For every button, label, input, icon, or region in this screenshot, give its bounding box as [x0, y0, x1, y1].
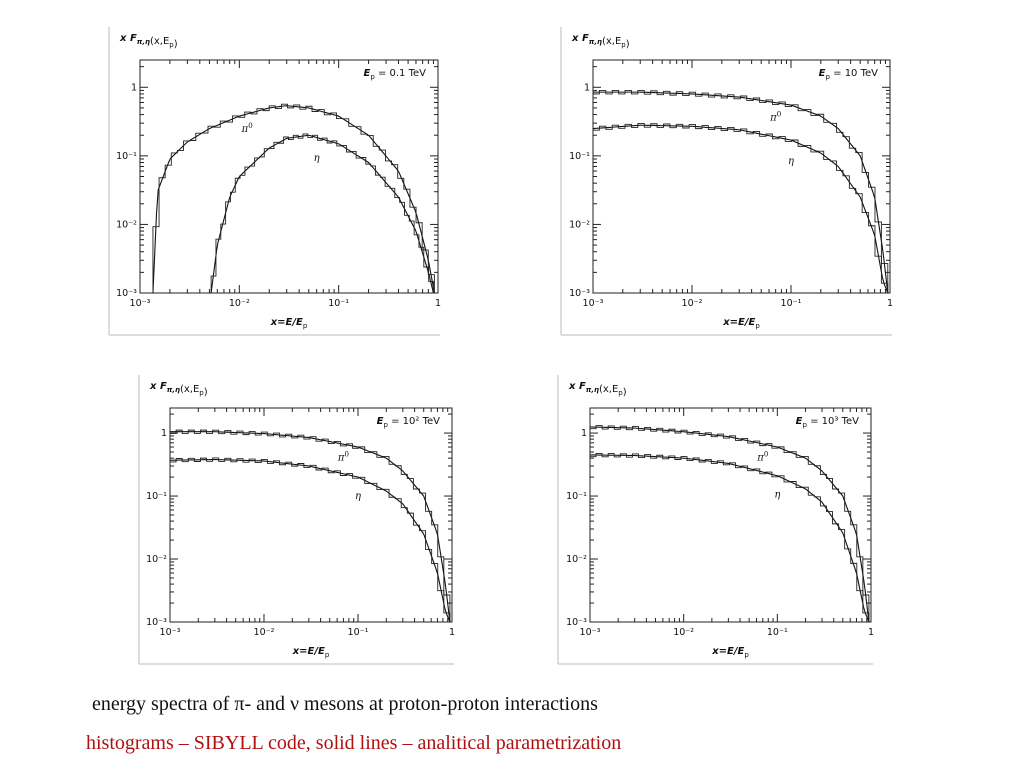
y-tick-label: 1 — [581, 428, 587, 439]
x-tick-label: 10⁻³ — [583, 298, 604, 309]
y-tick-label: 10⁻² — [569, 219, 590, 230]
analytic-curve-eta — [169, 459, 451, 623]
analytic-curve-pi0 — [593, 91, 889, 294]
curve-label-eta: η — [774, 490, 780, 501]
chart-panel-ep-100tev: 10⁻³ 10⁻³ 10⁻² 10⁻² 10⁻¹ 10⁻¹ 1 1 x Fπ,η(x,Ep) x=… — [138, 373, 455, 665]
y-axis-label: x Fπ,η(x,Ep) — [119, 33, 178, 50]
x-tick-label: 10⁻¹ — [781, 298, 802, 309]
curve-label-pi0: π0 — [337, 451, 349, 464]
y-axis-label: x Fπ,η(x,Ep) — [149, 381, 208, 398]
y-tick-label: 10⁻¹ — [146, 491, 167, 502]
x-tick-label: 10⁻¹ — [328, 298, 349, 309]
x-tick-label: 10⁻² — [229, 298, 250, 309]
x-tick-label: 10⁻³ — [160, 627, 181, 638]
x-tick-label: 10⁻² — [254, 627, 275, 638]
x-axis-label: x=E/Ep — [270, 317, 308, 330]
x-tick-label: 1 — [868, 627, 874, 638]
caption-line-1: energy spectra of π- and ν mesons at pro… — [92, 693, 598, 715]
y-tick-label: 10⁻² — [146, 554, 167, 565]
plot-frame — [589, 407, 872, 623]
y-tick-label: 10⁻¹ — [116, 151, 137, 162]
analytic-curve-eta — [592, 124, 889, 294]
histogram-pi0 — [152, 103, 435, 293]
x-tick-label: 10⁻¹ — [348, 627, 369, 638]
histogram-eta — [169, 457, 451, 622]
curve-label-pi0: π0 — [769, 111, 781, 124]
curve-label-eta: η — [355, 491, 361, 502]
analytic-curve-pi0 — [170, 431, 451, 623]
x-tick-label: 10⁻³ — [580, 627, 601, 638]
energy-label: Ep = 0.1 TeV — [363, 68, 426, 81]
analytic-curve-pi0 — [589, 426, 870, 623]
chart-svg: 10⁻³10⁻³ 10⁻² 10⁻² 10⁻¹ 10⁻¹ 1 1 x Fπ,η(x,Ep) x=… — [138, 375, 455, 665]
curve-label-pi0: π0 — [241, 122, 253, 135]
y-axis-label: x Fπ,η(x,Ep) — [568, 381, 627, 398]
x-tick-label: 10⁻³ — [130, 298, 151, 309]
y-tick-label: 10⁻³ — [146, 617, 167, 628]
y-tick-label: 1 — [161, 428, 167, 439]
y-tick-label: 10⁻³ — [569, 288, 590, 299]
plot-frame — [139, 59, 439, 294]
x-tick-label: 10⁻² — [673, 627, 694, 638]
chart-svg: 10⁻³10⁻³ 10⁻² 10⁻² 10⁻¹ 10⁻¹ 1 1 x Fπ,η(x,Ep) x=… — [557, 375, 874, 665]
analytic-curve-pi0 — [152, 105, 435, 294]
chart-panel-ep-0.1tev: 10⁻³ 10⁻³ 10⁻² 10⁻² 10⁻¹ 10⁻¹ 1 1 x Fπ,η(x,Ep) x=… — [108, 25, 442, 336]
y-axis-label: x Fπ,η(x,Ep) — [571, 33, 630, 50]
energy-label: Ep = 10³ TeV — [796, 416, 860, 429]
y-tick-label: 10⁻³ — [116, 288, 137, 299]
y-tick-label: 10⁻³ — [566, 617, 587, 628]
x-axis-label: x=E/Ep — [711, 646, 749, 659]
histogram-pi0 — [169, 429, 451, 622]
analytic-curve-eta — [589, 454, 870, 623]
x-tick-label: 10⁻² — [682, 298, 703, 309]
energy-label: Ep = 10 TeV — [819, 68, 878, 81]
y-tick-label: 10⁻¹ — [566, 491, 587, 502]
histogram-eta — [592, 123, 889, 293]
histogram-eta — [589, 452, 870, 622]
chart-panel-ep-10tev: 10⁻³ 10⁻³ 10⁻² 10⁻² 10⁻¹ 10⁻¹ 1 1 x Fπ,η(x,Ep) x=… — [560, 25, 894, 336]
x-tick-label: 1 — [435, 298, 441, 309]
x-tick-label: 1 — [449, 627, 455, 638]
curve-label-eta: η — [314, 153, 320, 164]
caption-line-2: histograms – SIBYLL code, solid lines – … — [86, 732, 622, 754]
chart-svg: 10⁻³10⁻³ 10⁻² 10⁻² 10⁻¹ 10⁻¹ 1 1 x Fπ,η(x,Ep) x=… — [560, 27, 893, 336]
plot-frame — [169, 407, 453, 623]
x-tick-label: 1 — [887, 298, 893, 309]
histogram-pi0 — [589, 425, 870, 622]
energy-label: Ep = 10² TeV — [377, 416, 441, 429]
curve-label-pi0: π0 — [756, 450, 768, 463]
curve-label-eta: η — [788, 156, 794, 167]
analytic-curve-eta — [210, 134, 434, 294]
histogram-pi0 — [592, 89, 889, 293]
y-tick-label: 10⁻² — [566, 554, 587, 565]
histogram-eta — [210, 133, 434, 293]
x-tick-label: 10⁻¹ — [767, 627, 788, 638]
x-axis-label: x=E/Ep — [292, 646, 330, 659]
x-axis-label: x=E/Ep — [722, 317, 760, 330]
chart-svg: 10⁻³10⁻³ 10⁻² 10⁻² 10⁻¹ 10⁻¹ 1 1 x Fπ,η(x,Ep) x=… — [108, 27, 441, 336]
y-tick-label: 10⁻² — [116, 219, 137, 230]
y-tick-label: 10⁻¹ — [569, 151, 590, 162]
chart-panel-ep-1000tev: 10⁻³ 10⁻³ 10⁻² 10⁻² 10⁻¹ 10⁻¹ 1 1 x Fπ,η(x,Ep) x=… — [557, 373, 874, 665]
y-tick-label: 1 — [584, 82, 590, 93]
y-tick-label: 1 — [131, 82, 137, 93]
